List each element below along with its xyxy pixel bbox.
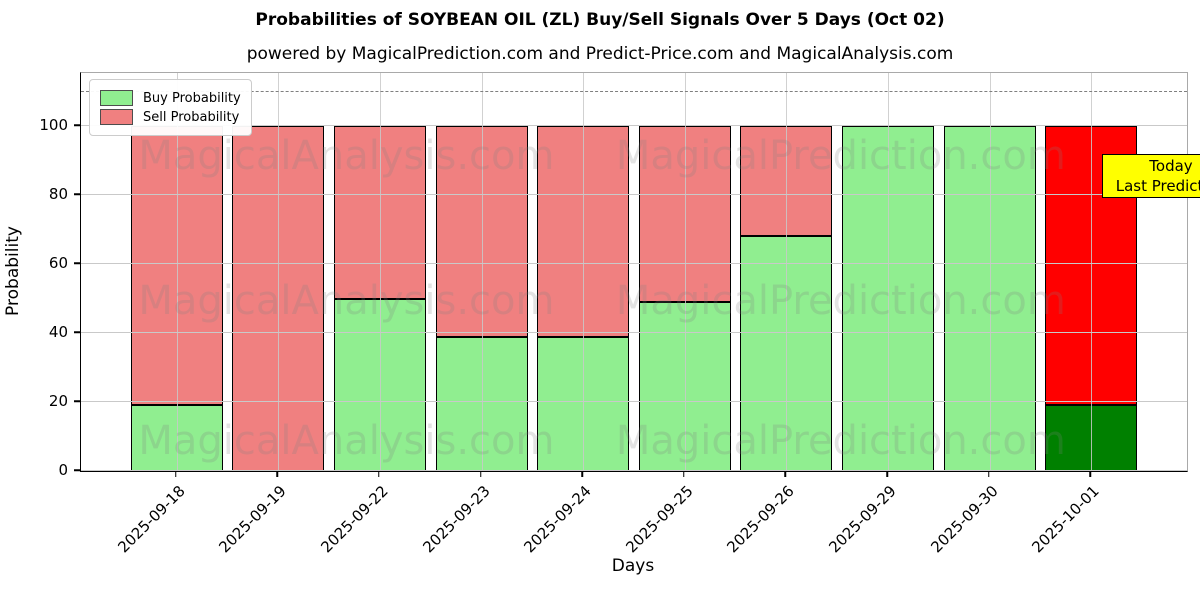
x-axis: 2025-09-18 2025-09-19 2025-09-22 2025-09-23…	[80, 470, 1186, 600]
grid-line-horizontal	[81, 194, 1187, 196]
x-tick-label: 2025-09-30	[926, 482, 1002, 557]
x-tick-mark	[175, 471, 177, 477]
x-tick-mark	[378, 471, 380, 477]
y-tick-label: 100	[39, 116, 68, 135]
grid-line-vertical	[888, 73, 889, 471]
bar-segment-buy	[638, 302, 731, 471]
grid-line-horizontal	[81, 470, 1187, 471]
bar-segment-sell	[638, 126, 731, 303]
bar-segment-buy	[333, 298, 426, 471]
bar-segment-buy	[943, 126, 1036, 471]
annotation-line1: Today	[1149, 157, 1193, 175]
y-tick-mark	[74, 469, 80, 471]
legend-buy-label: Buy Probability	[143, 90, 241, 106]
y-tick-label: 80	[48, 185, 68, 204]
x-tick-mark	[886, 471, 888, 477]
x-tick-mark	[784, 471, 787, 477]
grid-line-horizontal	[81, 401, 1187, 403]
x-tick-label: 2025-09-26	[723, 482, 799, 557]
bar-segment-buy	[740, 236, 833, 471]
grid-line-vertical	[379, 73, 381, 471]
bar-segment-sell	[740, 126, 833, 237]
y-tick-label: 20	[48, 392, 68, 411]
chart-subtitle: powered by MagicalPrediction.com and Pre…	[246, 44, 954, 64]
x-tick-label: 2025-09-19	[215, 482, 291, 557]
x-tick-mark	[987, 471, 990, 477]
grid-line-vertical	[278, 73, 280, 471]
today-annotation: Today Last Prediction	[1102, 154, 1200, 198]
grid-line-horizontal	[81, 125, 1187, 127]
grid-line-horizontal	[81, 263, 1187, 265]
y-axis: 0 20 40 60 80 100	[0, 72, 80, 479]
grid-line-vertical	[1091, 73, 1093, 471]
y-tick-label: 60	[48, 254, 68, 273]
grid-line-vertical	[684, 73, 686, 471]
x-tick-label: 2025-09-29	[825, 482, 900, 557]
x-tick-label: 2025-09-23	[418, 482, 494, 557]
legend-sell-label: Sell Probability	[143, 109, 240, 125]
legend-item-buy: Buy Probability	[100, 90, 241, 106]
bar-segment-buy-today	[1045, 405, 1138, 471]
y-tick-label: 40	[48, 323, 68, 342]
x-tick-mark	[581, 471, 583, 477]
x-tick-label: 2025-09-22	[317, 482, 392, 557]
grid-line-vertical	[786, 73, 788, 471]
chart-title: Probabilities of SOYBEAN OIL (ZL) Buy/Se…	[255, 10, 945, 30]
legend: Buy Probability Sell Probability	[89, 79, 252, 136]
y-tick-mark	[74, 331, 80, 333]
grid-line-horizontal	[81, 332, 1187, 334]
y-tick-mark	[74, 262, 80, 264]
x-tick-mark	[479, 471, 482, 477]
sell-swatch-icon	[100, 109, 133, 125]
x-tick-mark	[1089, 471, 1091, 477]
y-tick-label: 0	[58, 461, 68, 479]
x-tick-label: 2025-10-01	[1028, 482, 1103, 557]
x-tick-mark	[683, 471, 685, 477]
grid-line-vertical	[583, 73, 585, 471]
grid-line-vertical	[176, 73, 178, 471]
y-axis-label: Probability	[3, 226, 23, 316]
y-tick-mark	[74, 400, 80, 402]
annotation-line2: Last Prediction	[1115, 177, 1200, 195]
grid-line-vertical	[481, 73, 483, 471]
grid-line-vertical	[989, 73, 991, 471]
plot-area: Buy Probability Sell Probability Today L…	[80, 72, 1200, 472]
bar-segment-sell	[333, 126, 426, 299]
bar-segment-sell	[232, 126, 325, 471]
x-axis-label: Days	[611, 556, 655, 576]
y-tick-mark	[74, 193, 80, 195]
y-tick-mark	[74, 124, 80, 126]
x-tick-label: 2025-09-25	[622, 482, 697, 557]
buy-swatch-icon	[100, 90, 133, 106]
x-tick-mark	[276, 471, 279, 477]
threshold-dashed-line	[81, 90, 1187, 92]
x-tick-label: 2025-09-24	[520, 482, 595, 557]
x-tick-label: 2025-09-18	[114, 482, 189, 557]
legend-item-sell: Sell Probability	[100, 109, 241, 125]
